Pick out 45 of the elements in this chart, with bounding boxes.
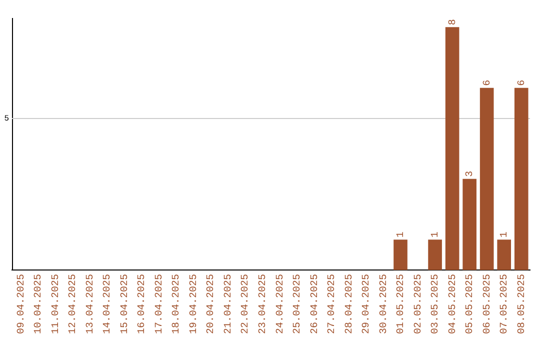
data-label: 6 xyxy=(482,80,494,86)
x-tick-label: 27.04.2025 xyxy=(327,274,338,334)
x-tick-label: 29.04.2025 xyxy=(362,274,373,334)
x-tick-label: 07.05.2025 xyxy=(500,274,511,334)
x-tick-label: 15.04.2025 xyxy=(120,274,131,334)
x-tick-label: 01.05.2025 xyxy=(396,274,408,334)
x-tick-label: 24.04.2025 xyxy=(275,274,286,334)
data-label: 1 xyxy=(396,232,408,238)
bar xyxy=(480,88,494,270)
data-label: 3 xyxy=(465,170,476,177)
x-tick-label: 17.04.2025 xyxy=(154,274,166,334)
x-tick-label: 25.04.2025 xyxy=(292,274,304,334)
x-tick-label: 10.04.2025 xyxy=(34,274,45,334)
x-tick-label: 11.04.2025 xyxy=(50,274,62,334)
x-tick-label: 13.04.2025 xyxy=(85,274,96,334)
x-tick-label: 22.04.2025 xyxy=(240,274,252,334)
x-tick-label: 18.04.2025 xyxy=(172,274,183,334)
x-tick-label: 02.05.2025 xyxy=(413,274,424,334)
bar xyxy=(394,240,408,270)
x-tick-label: 14.04.2025 xyxy=(102,274,114,334)
x-tick-label: 23.04.2025 xyxy=(258,274,270,334)
bar xyxy=(514,88,528,270)
x-tick-label: 28.04.2025 xyxy=(344,274,356,334)
data-label: 1 xyxy=(430,232,442,238)
bar xyxy=(497,240,512,270)
x-tick-label: 05.05.2025 xyxy=(465,274,476,334)
x-tick-label: 12.04.2025 xyxy=(68,274,80,334)
data-label: 1 xyxy=(500,232,511,238)
x-tick-label: 20.04.2025 xyxy=(206,274,218,334)
x-tick-label: 21.04.2025 xyxy=(223,274,234,334)
bar xyxy=(462,178,476,270)
x-tick-label: 16.04.2025 xyxy=(137,274,148,334)
data-label: 8 xyxy=(448,19,459,26)
data-label: 6 xyxy=(517,80,528,86)
ref-line-label: 5 xyxy=(4,114,10,124)
x-tick-label: 08.05.2025 xyxy=(517,274,528,334)
x-tick-label: 06.05.2025 xyxy=(482,274,494,334)
x-tick-label: 30.04.2025 xyxy=(378,274,390,334)
x-tick-label: 09.04.2025 xyxy=(16,274,28,334)
x-tick-label: 03.05.2025 xyxy=(430,274,442,334)
x-tick-label: 26.04.2025 xyxy=(310,274,321,334)
bar xyxy=(445,27,460,270)
x-tick-label: 19.04.2025 xyxy=(188,274,200,334)
x-tick-label: 04.05.2025 xyxy=(448,274,459,334)
bar xyxy=(428,240,442,270)
